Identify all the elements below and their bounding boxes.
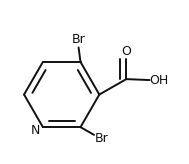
Text: OH: OH: [149, 74, 169, 87]
Text: Br: Br: [72, 33, 85, 46]
Text: N: N: [31, 123, 40, 136]
Text: O: O: [121, 45, 131, 58]
Text: Br: Br: [95, 132, 109, 145]
